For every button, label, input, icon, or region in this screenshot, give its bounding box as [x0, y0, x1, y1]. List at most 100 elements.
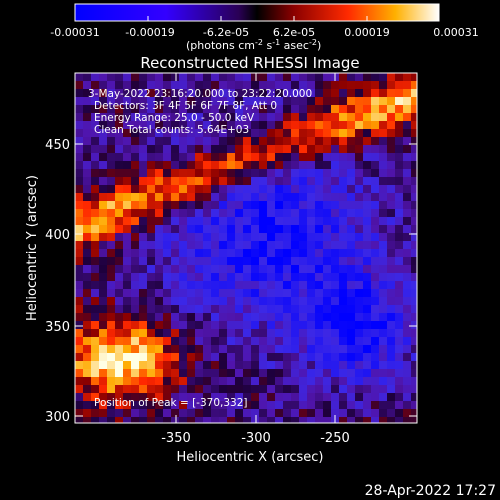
- image-pixel: [355, 233, 364, 242]
- image-pixel: [331, 377, 340, 386]
- image-pixel: [299, 305, 308, 314]
- info-line-detectors: Detectors: 3F 4F 5F 6F 7F 8F, Att 0: [94, 100, 277, 112]
- image-pixel: [203, 233, 212, 242]
- image-pixel: [307, 145, 316, 154]
- image-pixel: [259, 417, 268, 423]
- image-pixel: [107, 249, 116, 258]
- image-pixel: [171, 353, 180, 362]
- y-tick-label: 450: [45, 138, 70, 153]
- image-pixel: [155, 281, 164, 290]
- image-pixel: [259, 193, 268, 202]
- image-pixel: [395, 353, 404, 362]
- image-pixel: [211, 385, 220, 394]
- image-pixel: [259, 361, 268, 370]
- image-pixel: [331, 129, 340, 138]
- image-pixel: [187, 105, 196, 114]
- image-pixel: [403, 81, 412, 90]
- image-pixel: [187, 73, 196, 82]
- image-pixel: [251, 345, 260, 354]
- image-pixel: [291, 329, 300, 338]
- image-pixel: [115, 337, 124, 346]
- image-pixel: [323, 161, 332, 170]
- image-pixel: [299, 369, 308, 378]
- image-pixel: [155, 305, 164, 314]
- image-pixel: [123, 129, 132, 138]
- image-pixel: [251, 217, 260, 226]
- image-pixel: [259, 353, 268, 362]
- image-pixel: [371, 329, 380, 338]
- image-pixel: [195, 361, 204, 370]
- image-pixel: [403, 401, 412, 410]
- image-pixel: [235, 249, 244, 258]
- image-pixel: [155, 121, 164, 130]
- image-pixel: [411, 161, 417, 170]
- image-pixel: [363, 329, 372, 338]
- image-pixel: [99, 305, 108, 314]
- image-pixel: [243, 361, 252, 370]
- image-pixel: [307, 121, 316, 130]
- image-pixel: [291, 209, 300, 218]
- image-pixel: [395, 233, 404, 242]
- image-pixel: [115, 97, 124, 106]
- image-pixel: [139, 385, 148, 394]
- image-pixel: [299, 345, 308, 354]
- image-pixel: [299, 337, 308, 346]
- image-pixel: [171, 113, 180, 122]
- image-pixel: [251, 289, 260, 298]
- image-pixel: [307, 265, 316, 274]
- image-pixel: [339, 129, 348, 138]
- image-pixel: [363, 81, 372, 90]
- image-pixel: [395, 417, 404, 423]
- image-pixel: [331, 241, 340, 250]
- image-pixel: [307, 153, 316, 162]
- image-pixel: [243, 305, 252, 314]
- image-pixel: [211, 265, 220, 274]
- image-pixel: [219, 137, 228, 146]
- image-pixel: [187, 129, 196, 138]
- image-pixel: [323, 369, 332, 378]
- image-pixel: [235, 81, 244, 90]
- image-pixel: [131, 393, 140, 402]
- image-pixel: [227, 97, 236, 106]
- image-pixel: [139, 417, 148, 423]
- image-pixel: [299, 129, 308, 138]
- image-pixel: [91, 217, 100, 226]
- image-pixel: [163, 201, 172, 210]
- image-pixel: [387, 241, 396, 250]
- image-pixel: [163, 281, 172, 290]
- image-pixel: [331, 209, 340, 218]
- image-pixel: [219, 97, 228, 106]
- image-pixel: [363, 249, 372, 258]
- image-pixel: [179, 73, 188, 82]
- image-pixel: [403, 393, 412, 402]
- image-pixel: [187, 353, 196, 362]
- image-pixel: [155, 401, 164, 410]
- image-pixel: [283, 361, 292, 370]
- image-pixel: [99, 217, 108, 226]
- image-pixel: [387, 313, 396, 322]
- image-pixel: [243, 137, 252, 146]
- image-pixel: [331, 217, 340, 226]
- image-pixel: [123, 265, 132, 274]
- image-pixel: [235, 169, 244, 178]
- image-pixel: [323, 273, 332, 282]
- image-pixel: [227, 345, 236, 354]
- image-pixel: [251, 409, 260, 418]
- image-pixel: [83, 281, 92, 290]
- image-pixel: [171, 241, 180, 250]
- image-pixel: [163, 97, 172, 106]
- image-pixel: [355, 329, 364, 338]
- image-pixel: [275, 257, 284, 266]
- image-pixel: [299, 121, 308, 130]
- image-pixel: [131, 321, 140, 330]
- image-pixel: [99, 409, 108, 418]
- image-pixel: [275, 153, 284, 162]
- image-pixel: [139, 97, 148, 106]
- image-pixel: [363, 233, 372, 242]
- image-pixel: [211, 273, 220, 282]
- image-pixel: [155, 369, 164, 378]
- image-pixel: [219, 353, 228, 362]
- image-pixel: [139, 73, 148, 82]
- image-pixel: [115, 225, 124, 234]
- image-pixel: [83, 417, 92, 423]
